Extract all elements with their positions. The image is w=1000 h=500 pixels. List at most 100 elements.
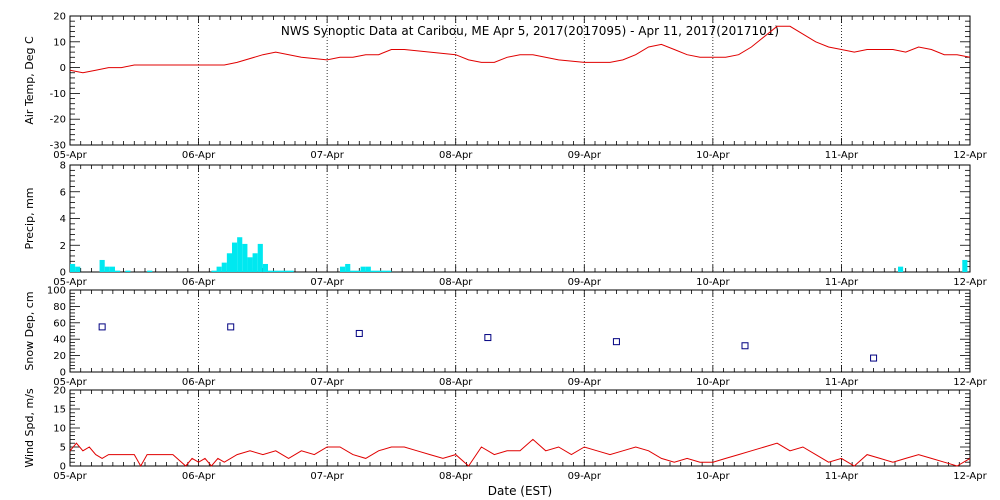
- precip-bar: [216, 266, 222, 272]
- precip-bar: [257, 243, 263, 272]
- precip-bar: [365, 266, 371, 272]
- temp-y-tick-label: 0: [60, 63, 66, 74]
- snow-x-tick-label: 05-Apr: [53, 377, 87, 388]
- snow-x-tick-label: 09-Apr: [568, 377, 602, 388]
- precip-bar: [115, 270, 121, 272]
- snow-depth-point: [612, 338, 620, 346]
- temp-x-tick-label: 11-Apr: [825, 150, 859, 161]
- precip-x-tick-label: 11-Apr: [825, 277, 859, 288]
- precip-bar: [252, 253, 258, 272]
- precip-bar: [340, 266, 346, 272]
- snow-y-tick-label: 60: [53, 318, 66, 329]
- precip-x-tick-label: 05-Apr: [53, 277, 87, 288]
- wind-y-tick-label: 15: [53, 405, 66, 416]
- snow-y-tick-label: 20: [53, 351, 66, 362]
- precip-bar: [232, 242, 238, 272]
- wind-x-tick-label: 05-Apr: [53, 471, 87, 482]
- precip-bar: [268, 270, 274, 272]
- temp-y-tick-label: 10: [53, 37, 66, 48]
- temp-x-tick-label: 07-Apr: [310, 150, 344, 161]
- precip-bar: [262, 263, 268, 272]
- precip-bar: [75, 266, 81, 272]
- snow-y-tick-label: 100: [47, 286, 66, 297]
- wind-panel: 0 5 10 15 20 Wind Spd, m/s 05-Apr 06-Apr 07-Apr 0…: [23, 386, 988, 483]
- temp-panel: -30 -20 -10 0 10 20 Air Temp, Deg C 05-Apr 06-Ap…: [23, 12, 988, 162]
- precip-bar: [109, 266, 115, 272]
- precip-bar: [962, 259, 968, 272]
- precip-bar: [99, 259, 105, 272]
- wind-x-tick-label: 12-Apr: [953, 471, 987, 482]
- wind-x-tick-label: 09-Apr: [568, 471, 602, 482]
- wind-x-tick-label: 07-Apr: [310, 471, 344, 482]
- precip-bar: [273, 270, 279, 272]
- temp-x-tick-label: 05-Apr: [53, 150, 87, 161]
- precip-bar: [242, 243, 248, 272]
- wind-x-tick-label: 11-Apr: [825, 471, 859, 482]
- snow-depth-point: [484, 334, 492, 342]
- snow-y-axis-label: Snow Dep, cm: [23, 291, 36, 370]
- precip-bar: [70, 263, 76, 272]
- wind-y-tick-label: 20: [53, 386, 66, 397]
- snow-panel: 0 20 40 60 80 100 Snow Dep, cm 05-Apr 06-Apr 07-A…: [23, 286, 988, 389]
- precip-y-axis-label: Precip, mm: [23, 188, 36, 250]
- precip-bar: [147, 270, 153, 272]
- wind-y-tick-label: 5: [60, 443, 66, 454]
- wind-y-tick-label: 0: [60, 462, 66, 473]
- snow-frame: [69, 289, 971, 373]
- temp-y-tick-label: 20: [53, 12, 66, 23]
- precip-x-tick-label: 12-Apr: [953, 277, 987, 288]
- snow-depth-point: [98, 323, 106, 331]
- wind-frame: [69, 389, 971, 467]
- temp-series-line: [69, 25, 971, 74]
- precip-bar: [288, 270, 294, 272]
- temp-y-tick-label: -30: [50, 141, 66, 152]
- precip-y-tick-label: 4: [60, 214, 66, 225]
- precip-bar: [278, 270, 284, 272]
- precip-bar: [360, 266, 366, 272]
- temp-x-tick-label: 10-Apr: [696, 150, 730, 161]
- temp-y-tick-label: -20: [50, 115, 66, 126]
- snow-depth-point: [227, 323, 235, 331]
- temp-x-tick-label: 06-Apr: [182, 150, 216, 161]
- precip-bar: [898, 266, 904, 272]
- precip-x-tick-label: 10-Apr: [696, 277, 730, 288]
- precip-y-tick-label: 2: [60, 241, 66, 252]
- snow-x-tick-label: 12-Apr: [953, 377, 987, 388]
- snow-y-tick-label: 80: [53, 302, 66, 313]
- precip-x-tick-label: 08-Apr: [439, 277, 473, 288]
- precip-bar: [283, 270, 289, 272]
- snow-depth-point: [870, 354, 878, 362]
- precip-bar: [370, 270, 376, 272]
- chart-title: NWS Synoptic Data at Caribou, ME Apr 5, …: [281, 24, 779, 38]
- precip-bar: [211, 270, 217, 272]
- snow-x-tick-label: 10-Apr: [696, 377, 730, 388]
- temp-x-tick-label: 12-Apr: [953, 150, 987, 161]
- precip-bar: [350, 270, 356, 272]
- precip-bar: [345, 263, 351, 272]
- snow-y-tick-label: 0: [60, 368, 66, 379]
- x-axis-label: Date (EST): [488, 484, 552, 498]
- wind-x-tick-label: 06-Apr: [182, 471, 216, 482]
- precip-frame: [69, 164, 971, 273]
- temp-x-tick-label: 08-Apr: [439, 150, 473, 161]
- precip-y-tick-label: 6: [60, 187, 66, 198]
- precip-bar: [104, 266, 110, 272]
- precip-bar: [237, 237, 243, 272]
- precip-bar: [247, 257, 253, 272]
- precip-panel: 0 2 4 6 8 Precip, mm 05-Apr 06-Apr 07-Apr 08-Apr 0…: [23, 161, 988, 289]
- wind-y-tick-label: 10: [53, 424, 66, 435]
- wind-y-axis-label: Wind Spd, m/s: [23, 388, 36, 468]
- temp-y-axis-label: Air Temp, Deg C: [23, 36, 36, 125]
- wind-x-tick-label: 08-Apr: [439, 471, 473, 482]
- temp-y-tick-label: -10: [50, 89, 66, 100]
- precip-x-tick-label: 07-Apr: [310, 277, 344, 288]
- precip-bar: [381, 270, 387, 272]
- snow-y-tick-label: 40: [53, 335, 66, 346]
- precip-x-tick-label: 09-Apr: [568, 277, 602, 288]
- precip-x-tick-label: 06-Apr: [182, 277, 216, 288]
- precip-bar: [221, 262, 227, 272]
- precip-bar: [355, 270, 361, 272]
- wind-x-tick-label: 10-Apr: [696, 471, 730, 482]
